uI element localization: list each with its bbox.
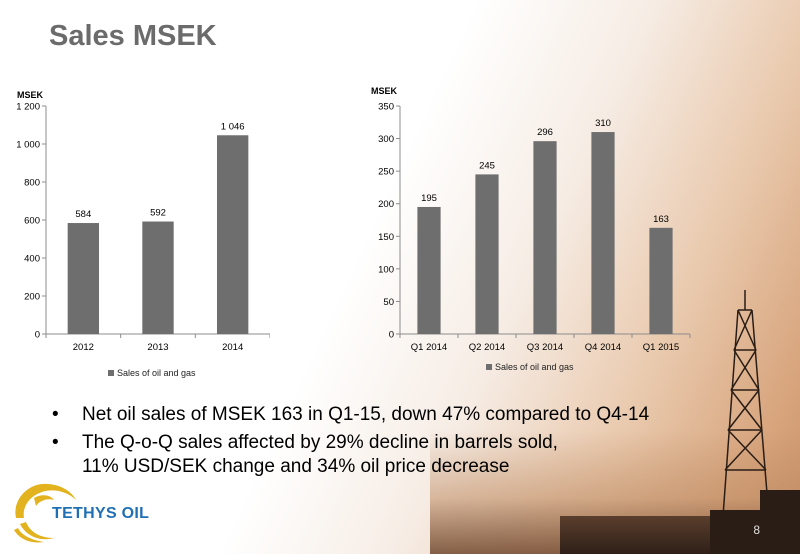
quarterly-sales-chart: 0 50 100 150 200 250 300 350 195 Q1 2014 245 Q2 201…: [356, 82, 696, 382]
y-tick-label: 200: [378, 199, 394, 210]
y-tick-label: 250: [378, 167, 394, 178]
bar: [216, 135, 249, 334]
x-tick-label: 2014: [222, 342, 243, 353]
y-tick-label: 350: [378, 102, 394, 113]
bar: [591, 132, 615, 334]
bar: [67, 223, 100, 334]
bar: [649, 227, 673, 334]
y-tick-label: 200: [24, 292, 40, 303]
slide-title: Sales MSEK: [49, 20, 217, 52]
bar-value-label: 592: [150, 208, 166, 219]
bullet-text: The Q-o-Q sales affected by 29% decline …: [82, 432, 558, 453]
y-tick-label: 50: [383, 297, 394, 308]
annual-sales-chart: 0 200 400 600 800 1 000 1 200 584 2012 592 2013 1 0…: [0, 82, 270, 382]
bar: [475, 174, 499, 334]
bar: [417, 206, 441, 334]
tethys-oil-logo: TETHYS OIL: [10, 478, 180, 544]
legend-label: Sales of oil and gas: [495, 362, 574, 372]
legend-swatch: [486, 364, 492, 370]
y-tick-label: 0: [389, 330, 394, 341]
page-number: 8: [753, 523, 760, 537]
bullet-item: • Net oil sales of MSEK 163 in Q1-15, do…: [52, 403, 649, 427]
bar-value-label: 296: [537, 127, 553, 138]
bar: [533, 141, 557, 334]
y-axis-unit-label: MSEK: [371, 86, 398, 96]
bullet-list: • Net oil sales of MSEK 163 in Q1-15, do…: [52, 403, 649, 483]
bullet-text: Net oil sales of MSEK 163 in Q1-15, down…: [82, 404, 650, 425]
bar-value-label: 163: [653, 214, 669, 225]
legend-label: Sales of oil and gas: [117, 368, 196, 378]
bar-value-label: 195: [421, 193, 437, 204]
bar: [142, 221, 174, 334]
y-tick-label: 400: [24, 254, 40, 265]
y-tick-label: 600: [24, 216, 40, 227]
y-tick-label: 1 200: [16, 102, 40, 113]
x-tick-label: Q4 2014: [585, 342, 621, 353]
x-tick-label: 2013: [147, 342, 168, 353]
legend-swatch: [108, 370, 114, 376]
bar-value-label: 310: [595, 118, 611, 129]
y-tick-label: 800: [24, 178, 40, 189]
annual-sales-chart-svg: 0 200 400 600 800 1 000 1 200 584 2012 592 2013 1 0…: [16, 102, 270, 353]
x-tick-label: 2012: [73, 342, 94, 353]
logo-text: TETHYS OIL: [52, 505, 150, 522]
x-tick-label: Q1 2014: [411, 342, 447, 353]
y-tick-label: 1 000: [16, 140, 40, 151]
y-tick-label: 0: [35, 330, 40, 341]
logo-globe-icon: [14, 483, 76, 543]
x-tick-label: Q3 2014: [527, 342, 563, 353]
y-tick-label: 300: [378, 134, 394, 145]
quarterly-sales-chart-svg: 0 50 100 150 200 250 300 350 195 Q1 2014 245 Q2 201…: [378, 102, 691, 353]
x-tick-label: Q1 2015: [643, 342, 679, 353]
chart-legend: Sales of oil and gas: [486, 362, 574, 372]
bullet-text: 11% USD/SEK change and 34% oil price dec…: [82, 456, 510, 477]
bar-value-label: 584: [75, 209, 91, 220]
y-axis-unit-label: MSEK: [17, 90, 44, 100]
bullet-dot: •: [52, 404, 59, 425]
bar-value-label: 1 046: [221, 121, 245, 132]
y-tick-label: 150: [378, 232, 394, 243]
oil-rig-image: [710, 290, 800, 554]
x-tick-label: Q2 2014: [469, 342, 505, 353]
bar-value-label: 245: [479, 160, 495, 171]
bullet-dot: •: [52, 432, 59, 453]
y-tick-label: 100: [378, 264, 394, 275]
bullet-item: • The Q-o-Q sales affected by 29% declin…: [52, 431, 649, 479]
chart-legend: Sales of oil and gas: [108, 368, 196, 378]
